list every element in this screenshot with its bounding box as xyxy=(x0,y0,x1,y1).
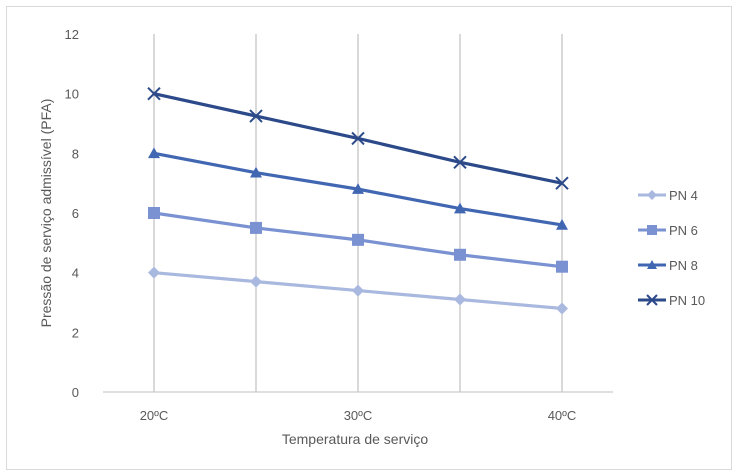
y-tick-label: 2 xyxy=(72,325,79,340)
legend-entry: PN 10 xyxy=(638,293,705,308)
data-point-diamond xyxy=(148,266,160,279)
data-point-x-stroke xyxy=(147,86,161,101)
y-tick-label: 6 xyxy=(72,206,79,221)
data-point-diamond xyxy=(556,302,568,315)
legend: PN 4 PN 6 PN 8 PN 10 xyxy=(638,188,705,308)
data-point-diamond xyxy=(352,284,364,297)
data-point-square xyxy=(454,248,466,261)
data-point-x-stroke xyxy=(249,109,263,123)
series-pn-10 xyxy=(147,86,569,190)
data-point-triangle xyxy=(352,183,364,194)
data-point-x xyxy=(453,155,467,169)
data-point-square xyxy=(647,225,657,235)
data-point-x xyxy=(249,109,263,123)
x-tick-label: 30ºC xyxy=(344,408,373,423)
series-pn-8 xyxy=(148,147,568,230)
legend-entry: PN 6 xyxy=(638,223,698,238)
data-point-triangle xyxy=(250,166,262,178)
data-point-square xyxy=(250,221,262,234)
series-pn-4 xyxy=(148,266,568,315)
y-tick-label: 0 xyxy=(72,385,79,400)
x-tick-label: 20ºC xyxy=(140,408,169,423)
x-axis-title: Temperatura de serviço xyxy=(282,431,429,447)
series-layer xyxy=(147,86,569,315)
legend-label: PN 8 xyxy=(669,258,698,273)
data-point-square xyxy=(148,207,160,219)
data-point-x xyxy=(646,294,658,306)
data-point-diamond xyxy=(454,293,466,306)
data-point-x-stroke xyxy=(646,294,658,306)
y-tick-label: 8 xyxy=(72,146,79,161)
y-tick-label: 10 xyxy=(65,87,79,102)
data-point-x-stroke xyxy=(555,176,569,190)
data-point-diamond xyxy=(647,190,657,200)
data-point-x xyxy=(147,86,161,101)
legend-label: PN 6 xyxy=(669,223,698,238)
series-pn-6 xyxy=(148,207,568,273)
data-point-triangle xyxy=(148,147,160,159)
data-point-square xyxy=(352,233,364,246)
legend-label: PN 4 xyxy=(669,188,698,203)
data-point-x-stroke xyxy=(351,131,365,146)
data-point-triangle xyxy=(556,218,568,230)
chart-frame: 0 2 4 6 8 10 12 20ºC 30ºC 40ºC PN 4 PN 6 PN 8 PN 10 … xyxy=(6,6,732,470)
data-point-diamond xyxy=(250,275,262,288)
data-point-x xyxy=(555,176,569,190)
legend-entry: PN 8 xyxy=(638,258,698,273)
data-point-triangle xyxy=(454,202,466,214)
axis-layer: 0 2 4 6 8 10 12 20ºC 30ºC 40ºC xyxy=(65,27,613,423)
data-point-x xyxy=(351,131,365,146)
grid-layer xyxy=(153,34,563,392)
data-point-triangle xyxy=(647,260,657,269)
y-axis-title: Pressão de serviço admissível (PFA) xyxy=(38,99,54,328)
data-point-square xyxy=(556,260,568,273)
y-tick-label: 4 xyxy=(72,266,79,281)
data-point-x-stroke xyxy=(453,155,467,169)
y-tick-label: 12 xyxy=(65,27,79,42)
legend-entry: PN 4 xyxy=(638,188,698,203)
x-tick-label: 40ºC xyxy=(548,408,577,423)
legend-label: PN 10 xyxy=(669,293,705,308)
